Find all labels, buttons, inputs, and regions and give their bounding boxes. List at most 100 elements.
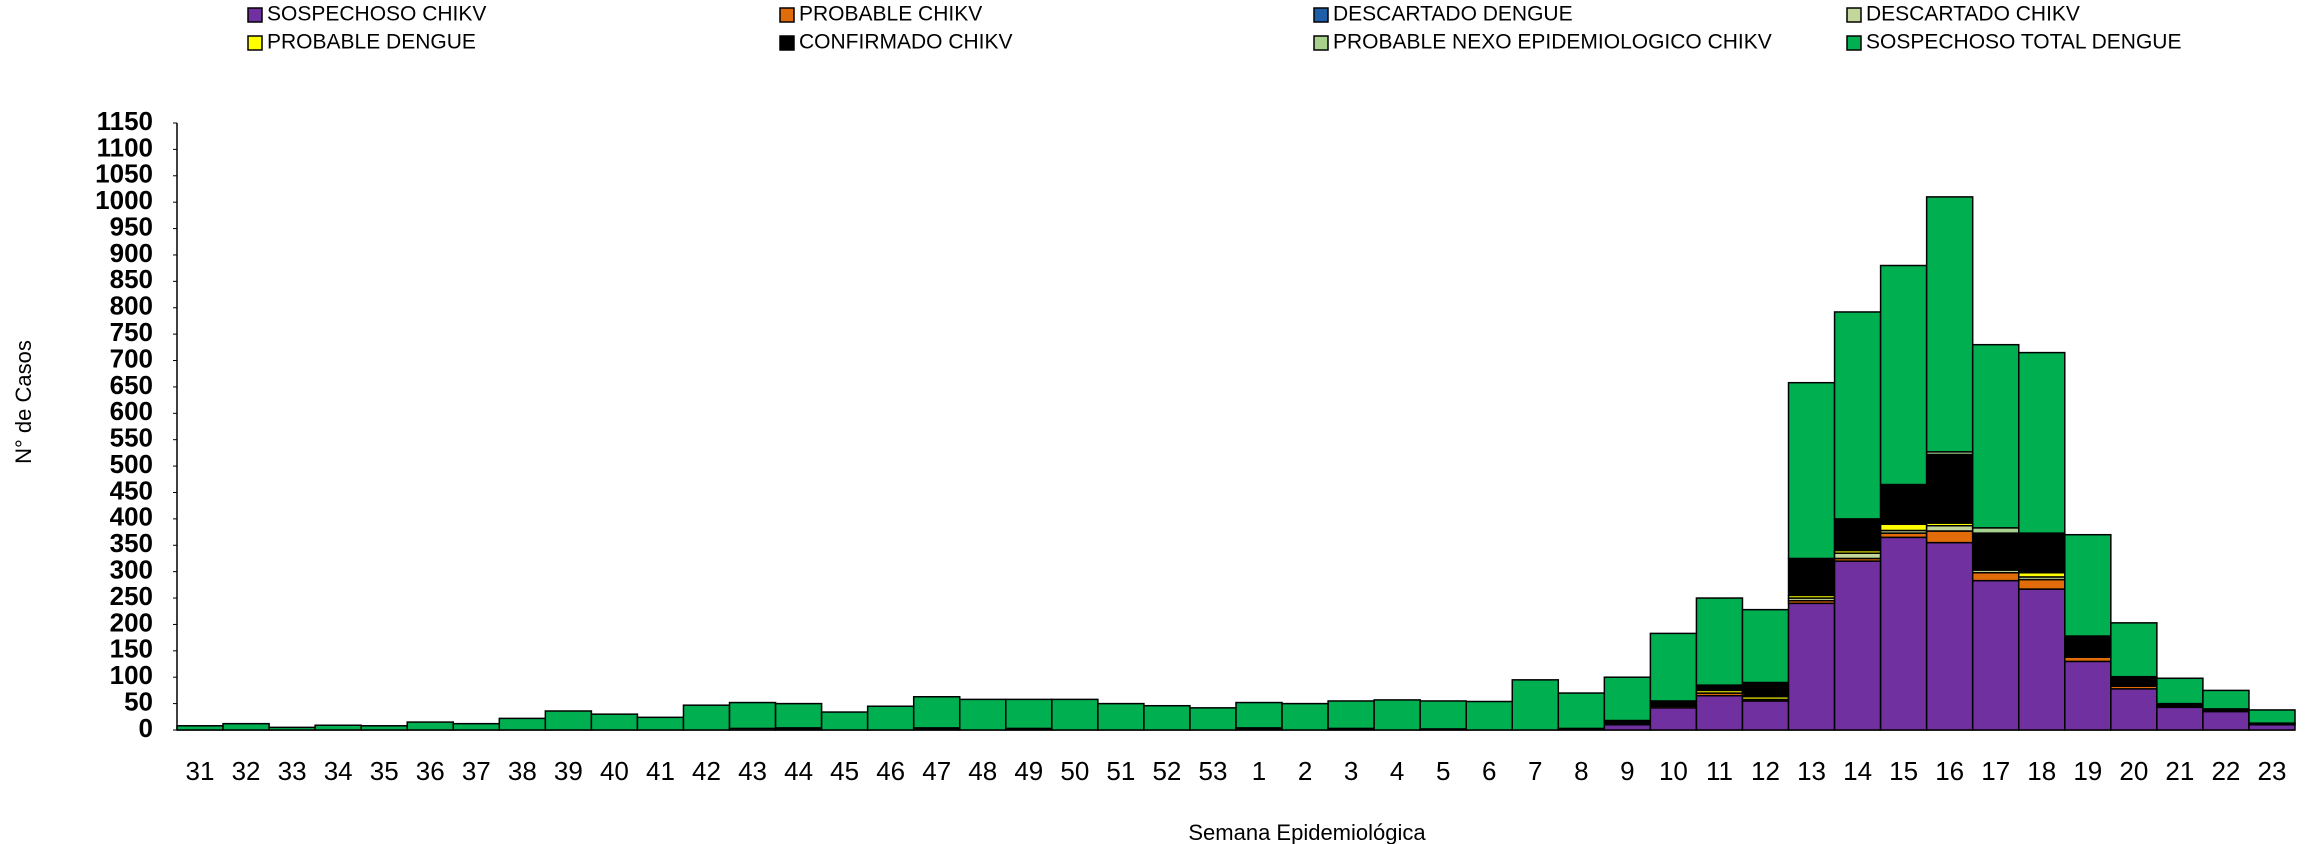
legend-swatch [779,7,795,23]
x-tick-label: 35 [370,756,399,786]
bar-segment [2202,710,2250,731]
x-tick-label: 37 [462,756,491,786]
x-tick-label: 19 [2073,756,2102,786]
bar-segment [1833,552,1882,560]
x-tick-label: 48 [968,756,997,786]
legend-label: CONFIRMADO CHIKV [799,31,1013,54]
bar-segment [1925,453,1974,524]
x-tick-label: 53 [1199,756,1228,786]
bar-segment [866,705,915,731]
x-tick-label: 13 [1797,756,1826,786]
bar-segment [1971,343,2020,529]
bar-segment [2017,351,2066,534]
bar-segment [1603,723,1652,731]
bar-segment [1327,700,1375,730]
bar-segment [2110,675,2158,687]
bar-segment [2017,578,2066,590]
x-tick-label: 40 [600,756,629,786]
x-tick-label: 38 [508,756,537,786]
x-tick-label: 47 [922,756,951,786]
bar-segment [2017,532,2066,574]
bar-segment [268,726,316,731]
legend-swatch [1313,7,1329,23]
y-tick-label: 700 [110,343,153,373]
bar-segment [1557,692,1606,730]
x-tick-label: 22 [2211,756,2240,786]
bar-segment [222,722,270,731]
bar-segment [1879,536,1928,731]
x-tick-label: 4 [1390,756,1404,786]
y-axis-title: N° de Casos [11,340,36,464]
x-axis-title: Semana Epidemiológica [1188,820,1426,844]
legend-label: PROBABLE NEXO EPIDEMIOLOGICO CHIKV [1333,31,1772,54]
x-tick-label: 5 [1436,756,1450,786]
legend-label: PROBABLE DENGUE [267,31,476,54]
bar-segment [1833,311,1882,520]
bar-segment [1971,527,2020,534]
bar-segment [1649,700,1698,707]
bar-segment [1051,698,1099,731]
bar-segment [1189,707,1237,731]
x-tick-label: 49 [1014,756,1043,786]
y-tick-label: 650 [110,370,153,400]
bar-segment [1741,700,1790,731]
legend-label: DESCARTADO CHIKV [1866,3,2080,26]
bar-segment [1005,698,1053,730]
bar-segment [1971,571,2020,582]
bar-segment [2110,688,2158,731]
bar-segment [728,701,777,730]
bar-segment [1925,541,1974,731]
y-tick-label: 400 [110,502,153,532]
bar-segment [1143,704,1191,731]
legend-label: SOSPECHOSO TOTAL DENGUE [1866,31,2181,54]
bar-segment [1925,524,1974,532]
x-tick-label: 39 [554,756,583,786]
bar-segment [1925,530,1974,544]
bar-segment [1971,579,2020,731]
x-tick-label: 33 [278,756,307,786]
y-tick-label: 350 [110,528,153,558]
x-tick-label: 7 [1528,756,1542,786]
y-tick-label: 800 [110,291,153,321]
bar-segment [314,724,362,731]
x-tick-label: 31 [186,756,215,786]
y-tick-label: 1150 [97,106,153,136]
legend-label: DESCARTADO DENGUE [1333,3,1573,26]
legend-swatch [1846,7,1862,23]
bar-segment [1787,381,1836,560]
bar-segment [1235,701,1283,729]
bar-segment [1833,560,1882,731]
bar-segment [2156,677,2204,705]
y-tick-label: 450 [110,475,153,505]
y-tick-label: 250 [110,581,153,611]
x-tick-label: 11 [1706,756,1733,786]
y-tick-label: 750 [110,317,153,347]
bar-segment [1419,700,1467,730]
bar-segment [1879,483,1928,525]
bar-segment [2248,723,2296,731]
bar-segment [1281,702,1329,731]
bar-segment [1603,676,1652,722]
bar-segment [1879,523,1928,532]
x-tick-label: 51 [1106,756,1135,786]
y-tick-label: 500 [110,449,153,479]
x-tick-label: 12 [1751,756,1780,786]
bar-segment [774,702,823,729]
bar-segment [1649,632,1698,702]
x-tick-label: 2 [1298,756,1312,786]
bar-segment [1649,707,1698,731]
bar-segment [1695,694,1744,731]
x-tick-label: 52 [1152,756,1181,786]
x-tick-label: 32 [232,756,261,786]
x-tick-label: 44 [784,756,813,786]
bar-segment [1373,699,1421,731]
y-tick-label: 850 [110,264,153,294]
x-tick-label: 41 [646,756,675,786]
bar-segment [1787,602,1836,731]
y-tick-label: 1100 [97,132,153,162]
bar-segment [406,721,455,731]
y-tick-label: 1000 [95,185,153,215]
x-tick-label: 1 [1252,756,1266,786]
y-tick-label: 950 [110,211,153,241]
y-tick-label: 1050 [95,159,153,189]
